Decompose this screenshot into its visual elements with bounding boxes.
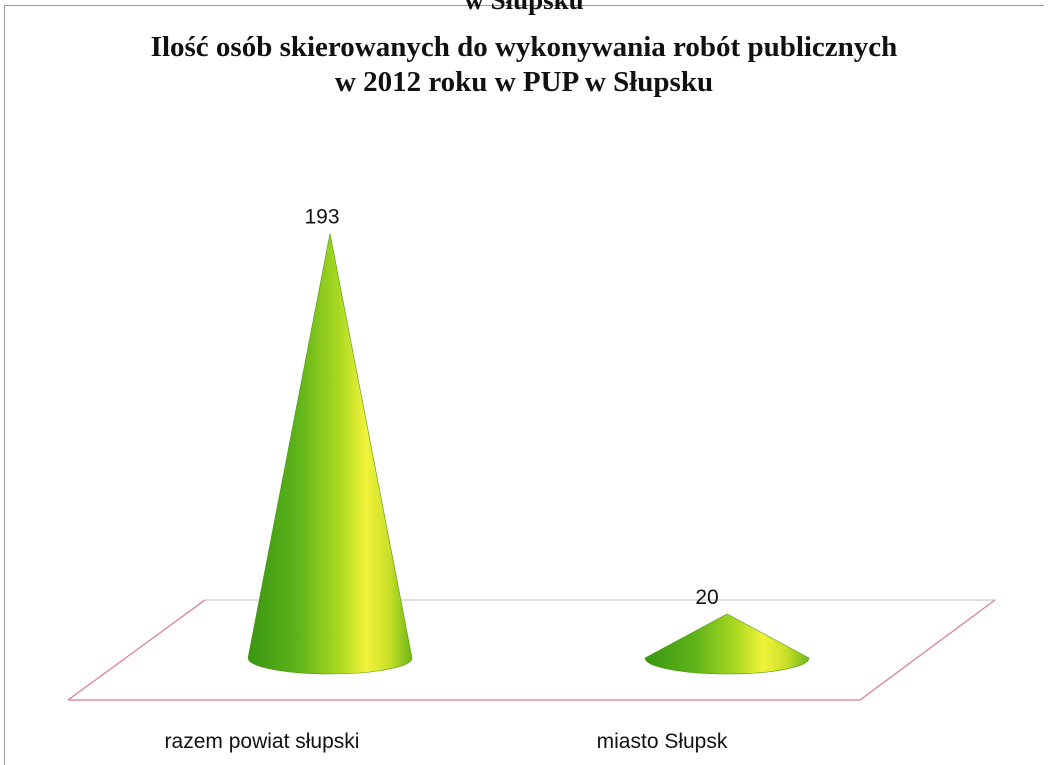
cut-off-heading: w Słupsku [464, 0, 584, 15]
chart-title-line-2: w 2012 roku w PUP w Słupsku [334, 66, 714, 98]
chart-title: Ilość osób skierowanych do wykonywania r… [0, 30, 1048, 100]
category-label-2: miasto Słupsk [597, 730, 728, 753]
floor-plane [67, 599, 996, 701]
category-label-1: razem powiat słupski [165, 730, 360, 753]
chart-title-line-1: Ilość osób skierowanych do wykonywania r… [150, 31, 898, 63]
floor-right-edge [859, 599, 996, 701]
floor-left-edge [67, 599, 206, 701]
data-labels: 193 20 [304, 205, 718, 609]
cone-bar-2 [644, 613, 810, 675]
data-label-2: 20 [695, 586, 718, 609]
data-label-1: 193 [304, 205, 339, 228]
category-labels: razem powiat słupski miasto Słupsk [165, 730, 728, 753]
chart-frame [4, 5, 1044, 765]
cone-bar-1 [247, 233, 413, 675]
cone-bars [247, 233, 810, 675]
